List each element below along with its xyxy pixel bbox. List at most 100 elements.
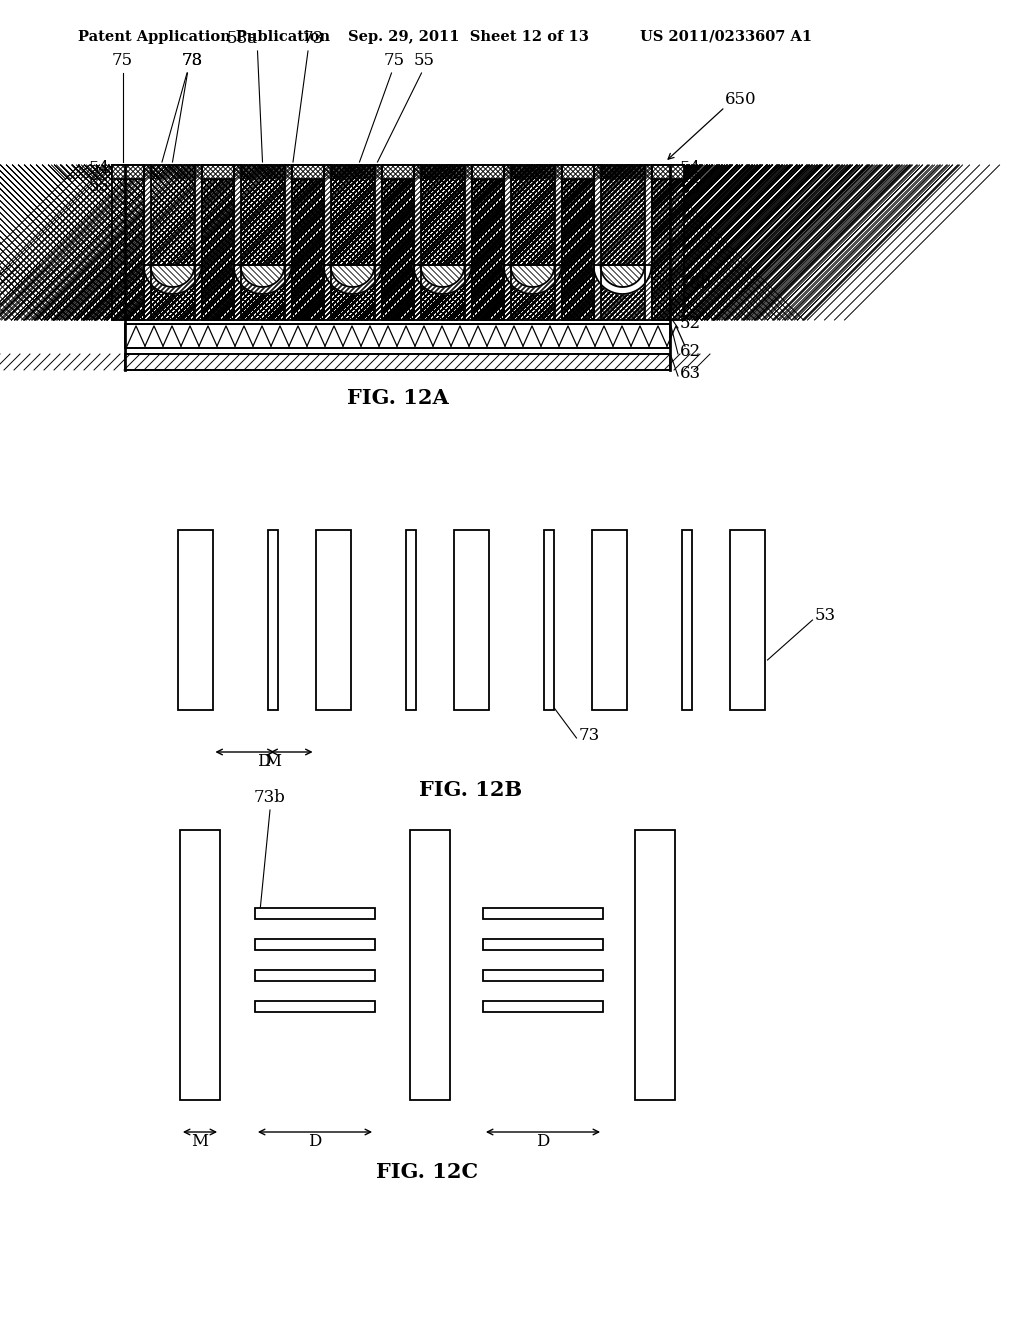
Polygon shape — [414, 265, 471, 294]
Bar — [285, 165, 292, 319]
Bar — [544, 531, 554, 710]
Text: 650: 650 — [725, 91, 757, 108]
Text: FIG. 12B: FIG. 12B — [420, 780, 522, 800]
Bar — [561, 165, 594, 319]
Bar — [410, 830, 450, 1100]
Bar — [143, 165, 151, 319]
Text: FIG. 12C: FIG. 12C — [377, 1162, 478, 1181]
Bar — [233, 165, 241, 319]
Text: 73: 73 — [579, 727, 600, 744]
Bar — [125, 265, 670, 319]
Text: 54: 54 — [89, 160, 110, 177]
Bar — [555, 165, 561, 319]
Bar — [651, 165, 683, 319]
Bar — [112, 165, 143, 180]
Bar — [594, 165, 600, 319]
Bar — [600, 165, 644, 319]
Bar — [454, 531, 488, 710]
Bar — [112, 165, 143, 319]
Polygon shape — [143, 265, 202, 294]
Bar — [382, 165, 414, 319]
Bar — [292, 165, 324, 180]
Bar — [471, 165, 504, 319]
Polygon shape — [331, 265, 375, 286]
Text: 78b: 78b — [680, 275, 712, 292]
Text: 58a: 58a — [227, 30, 258, 48]
Bar — [483, 1001, 603, 1011]
Bar — [651, 165, 683, 180]
Text: 73b: 73b — [254, 789, 286, 807]
Bar — [292, 165, 324, 319]
Bar — [315, 531, 350, 710]
Polygon shape — [511, 265, 555, 286]
Bar — [151, 165, 195, 319]
Bar — [255, 939, 375, 949]
Bar — [465, 165, 471, 319]
Bar — [471, 165, 504, 180]
Bar — [255, 1001, 375, 1011]
Polygon shape — [233, 265, 292, 294]
Text: 73: 73 — [302, 30, 324, 48]
Text: 54: 54 — [680, 160, 701, 177]
Text: 78: 78 — [182, 51, 203, 69]
Polygon shape — [504, 265, 561, 294]
Bar — [331, 165, 375, 319]
Bar — [241, 165, 285, 319]
Bar — [421, 165, 465, 319]
Bar — [406, 531, 416, 710]
Polygon shape — [233, 265, 292, 294]
Polygon shape — [143, 265, 202, 294]
Bar — [651, 165, 683, 319]
Bar — [592, 531, 627, 710]
Polygon shape — [594, 265, 651, 294]
Text: 62: 62 — [680, 343, 701, 360]
Text: D: D — [537, 1133, 550, 1150]
Text: 63: 63 — [680, 366, 701, 381]
Bar — [202, 165, 233, 319]
Bar — [112, 165, 143, 319]
Bar — [414, 165, 421, 319]
Text: M: M — [191, 1133, 209, 1150]
Bar — [682, 531, 691, 710]
Bar — [125, 354, 670, 370]
Polygon shape — [421, 265, 465, 286]
Text: D: D — [257, 752, 270, 770]
Polygon shape — [504, 265, 561, 294]
Text: US 2011/0233607 A1: US 2011/0233607 A1 — [640, 30, 812, 44]
Bar — [511, 165, 555, 319]
Bar — [644, 165, 651, 319]
Text: 75: 75 — [112, 51, 133, 69]
Bar — [635, 830, 675, 1100]
Polygon shape — [414, 265, 471, 294]
Bar — [504, 165, 511, 319]
Bar — [292, 165, 324, 319]
Bar — [561, 165, 594, 319]
Polygon shape — [151, 265, 195, 286]
Text: D: D — [308, 1133, 322, 1150]
Bar — [483, 939, 603, 949]
Bar — [375, 165, 382, 319]
Text: 55: 55 — [414, 51, 435, 69]
Bar — [177, 531, 213, 710]
Text: 53: 53 — [680, 180, 701, 197]
Text: 75: 75 — [384, 51, 406, 69]
Text: 52: 52 — [680, 315, 701, 333]
Bar — [125, 323, 670, 348]
Polygon shape — [600, 265, 644, 286]
Bar — [324, 165, 331, 319]
Bar — [255, 969, 375, 981]
Bar — [483, 969, 603, 981]
Bar — [202, 165, 233, 319]
Bar — [180, 830, 220, 1100]
Polygon shape — [324, 265, 382, 294]
Bar — [382, 165, 414, 180]
Text: FIG. 12A: FIG. 12A — [347, 388, 449, 408]
Text: 73: 73 — [181, 51, 203, 69]
Bar — [202, 165, 233, 180]
Text: 53: 53 — [814, 607, 836, 624]
Bar — [255, 908, 375, 919]
Polygon shape — [241, 265, 285, 286]
Text: Sep. 29, 2011  Sheet 12 of 13: Sep. 29, 2011 Sheet 12 of 13 — [348, 30, 589, 44]
Bar — [471, 165, 504, 319]
Bar — [483, 908, 603, 919]
